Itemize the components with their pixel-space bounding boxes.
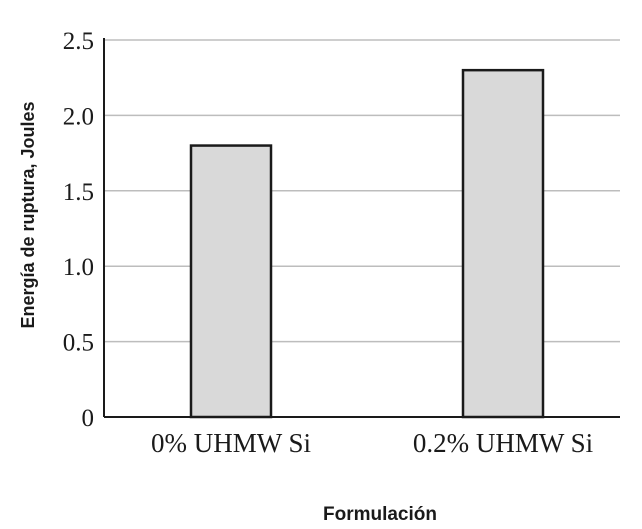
x-axis-title: Formulación	[323, 504, 437, 525]
y-tick-label: 0	[82, 405, 95, 432]
x-tick-label: 0% UHMW Si	[151, 428, 311, 458]
bar	[461, 68, 545, 419]
bar	[189, 144, 273, 419]
axes	[103, 38, 620, 418]
y-tick-labels: 0 0.5 1.0 1.5 2.0 2.5	[63, 28, 94, 432]
y-tick-label: 2.5	[63, 28, 94, 55]
bars	[189, 68, 545, 419]
y-tick-label: 1.0	[63, 254, 94, 281]
x-tick-label: 0.2% UHMW Si	[413, 428, 593, 458]
y-tick-label: 0.5	[63, 330, 94, 357]
x-tick-labels: 0% UHMW Si 0.2% UHMW Si	[151, 428, 593, 458]
y-tick-label: 2.0	[63, 103, 94, 130]
y-tick-label: 1.5	[63, 179, 94, 206]
y-axis-title: Energía de ruptura, Joules	[18, 101, 38, 328]
